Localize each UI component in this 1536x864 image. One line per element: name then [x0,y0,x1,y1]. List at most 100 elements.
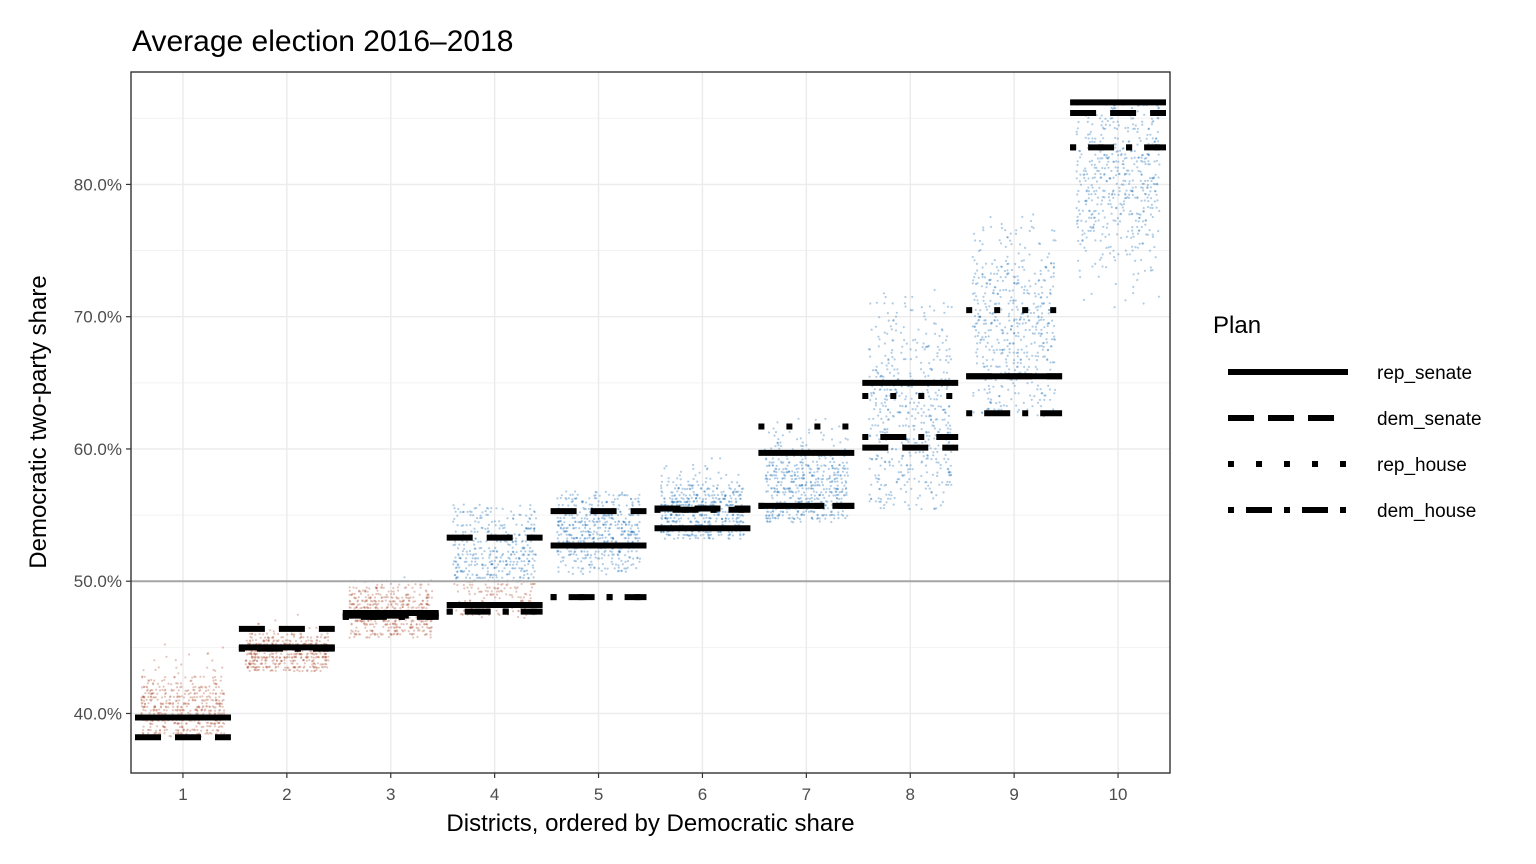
sim-point [377,602,380,606]
sim-point [177,729,180,732]
sim-point [411,586,414,590]
sim-point [722,497,725,500]
sim-point [367,596,370,599]
sim-point [977,249,981,253]
sim-point [885,394,888,397]
sim-point [594,490,597,494]
sim-point [927,438,930,441]
sim-point [884,295,887,299]
sim-point [348,606,351,609]
sim-point [195,725,198,728]
sim-point [734,501,738,504]
sim-point [187,693,190,696]
sim-point [505,563,508,566]
sim-point [395,597,399,600]
sim-point [624,521,627,524]
sim-point [486,531,489,534]
sim-point [262,668,265,672]
sim-point [426,596,429,600]
sim-point [1157,230,1160,233]
sim-point [402,630,405,633]
sim-point [215,732,218,735]
sim-point [194,708,197,711]
sim-point [676,477,679,480]
sim-point [782,487,785,490]
sim-point [925,434,929,437]
sim-point [143,696,146,699]
sim-point [158,729,162,732]
sim-point [380,596,383,600]
sim-point [250,650,253,653]
sim-point [590,563,594,566]
sim-point [1148,229,1151,232]
sim-point [299,652,302,656]
sim-point [838,425,841,428]
sim-point [988,391,991,394]
sim-point [151,722,154,726]
sim-point [374,633,377,636]
sim-point [1029,285,1032,288]
sim-point [179,686,182,689]
sim-point [265,639,268,642]
sim-point [1011,308,1014,311]
sim-point [512,513,515,517]
sim-point [325,655,328,659]
sim-point [909,375,912,378]
sim-point [673,500,677,503]
sim-point [430,626,433,629]
sim-point [272,639,276,642]
sim-point [406,596,409,600]
sim-point [192,686,195,689]
sim-point [661,491,664,494]
sim-point [141,729,145,732]
sim-point [1008,289,1011,292]
sim-point [1028,358,1031,361]
sim-point [808,431,811,434]
sim-point [679,500,683,504]
sim-point [989,299,992,302]
sim-point [205,695,208,698]
sim-point [180,695,183,698]
sim-point [251,659,254,663]
sim-point [366,606,369,610]
sim-point [716,487,719,490]
sim-point [675,484,678,487]
sim-point [682,497,685,500]
sim-point [454,566,457,570]
sim-point [280,659,283,663]
sim-point [617,557,621,560]
sim-point [1045,338,1048,341]
sim-point [773,516,777,520]
sim-point [430,620,433,623]
sim-point [844,517,847,520]
sim-point [1150,117,1154,120]
sim-point [1016,275,1019,278]
sim-point [390,590,393,593]
sim-point [592,540,595,543]
sim-point [187,711,190,715]
sim-point [595,520,598,523]
sim-point [604,530,607,533]
sim-point [618,510,622,513]
sim-point [425,602,428,606]
sim-point [933,427,937,430]
sim-point [193,692,197,695]
sim-point [1051,229,1054,232]
sim-point [512,560,515,563]
sim-point [892,415,895,418]
sim-point [934,407,937,410]
sim-point [380,596,384,599]
sim-point [616,523,619,526]
sim-point [929,397,932,400]
sim-point [274,619,277,622]
sim-point [364,589,367,593]
sim-point [247,642,250,645]
sim-point [775,464,778,467]
sim-point [806,497,809,500]
sim-point [983,319,986,322]
sim-point [160,706,163,709]
sim-point [805,444,808,447]
sim-point [824,464,827,467]
sim-point [610,540,613,543]
sim-point [585,514,588,517]
